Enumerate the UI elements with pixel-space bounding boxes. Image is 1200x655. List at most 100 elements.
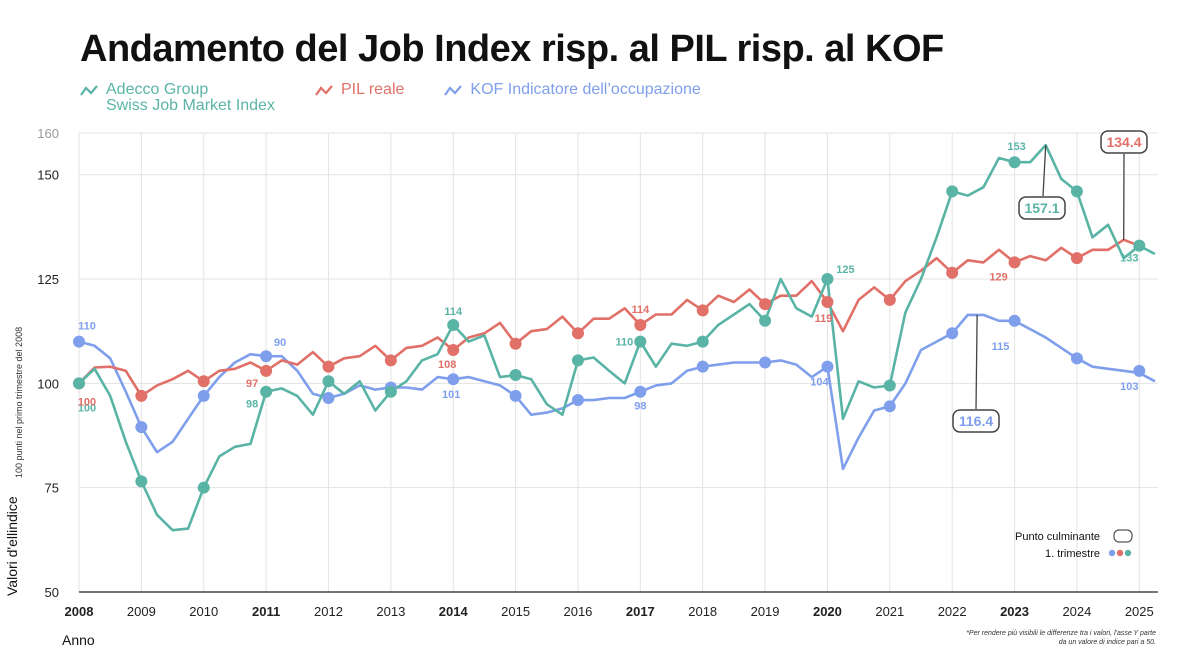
series-line (78, 143, 1156, 532)
series-marker (447, 318, 460, 331)
x-tick-label: 2022 (938, 604, 967, 619)
x-tick-label: 2023 (1000, 604, 1029, 619)
series-marker (821, 295, 834, 308)
x-tick-label: 2024 (1062, 604, 1091, 619)
series-marker (696, 304, 709, 317)
x-tick-label: 2015 (501, 604, 530, 619)
y-tick-label: 100 (37, 376, 59, 391)
callout-box (1018, 196, 1066, 220)
legend-item-pil: PIL reale (315, 82, 404, 114)
y-tick-label: 150 (37, 168, 59, 183)
y-tick-label: 50 (45, 585, 59, 600)
series-marker (634, 385, 647, 398)
series-marker (946, 185, 959, 198)
series-marker (135, 389, 148, 402)
series-marker (1008, 256, 1021, 269)
x-tick-label: 2016 (563, 604, 592, 619)
series-marker (883, 379, 896, 392)
series-marker (1070, 185, 1083, 198)
series-marker (946, 266, 959, 279)
x-tick-label: 2011 (252, 604, 280, 619)
data-label: 97 (246, 378, 258, 390)
series-marker (821, 273, 834, 286)
chart-title: Andamento del Job Index risp. al PIL ris… (80, 28, 944, 70)
x-tick-label: 2025 (1125, 604, 1154, 619)
legend-label: PIL reale (340, 81, 405, 98)
data-label: 101 (442, 389, 460, 401)
series-marker (197, 481, 210, 494)
data-label: 100 (78, 396, 96, 408)
series-marker (883, 400, 896, 413)
legend-label-line-2: Swiss Job Market Index (106, 97, 275, 114)
x-tick-label: 2013 (376, 604, 405, 619)
series-marker (1133, 239, 1146, 252)
data-label: 100 (78, 402, 96, 414)
data-label: 108 (438, 359, 456, 371)
data-label: 98 (634, 401, 646, 413)
series-marker (509, 389, 522, 402)
series-marker (883, 293, 896, 306)
series-marker (73, 335, 85, 348)
callout-box (952, 409, 1000, 433)
key-peak-swatch (1113, 529, 1133, 543)
key-quarter-dot (1108, 549, 1116, 557)
x-tick-label: 2010 (189, 604, 218, 619)
series-marker (1070, 252, 1083, 265)
series-marker (571, 354, 584, 367)
series-marker (197, 389, 210, 402)
x-tick-label: 2009 (127, 604, 156, 619)
data-label: 90 (274, 337, 286, 349)
y-tick-label: 125 (37, 272, 59, 287)
series-marker (260, 385, 273, 398)
y-tick-label: 75 (45, 481, 59, 496)
x-axis-label: Anno (62, 632, 95, 648)
series-marker (322, 391, 335, 404)
legend-item-kof: KOF Indicatore dell’occupazione (444, 82, 701, 114)
legend-label-line-1: Adecco Group (106, 81, 209, 98)
series-marker (1008, 314, 1021, 327)
data-label: 103 (1120, 381, 1138, 393)
x-tick-label: 2019 (751, 604, 780, 619)
series-marker (696, 335, 709, 348)
series-marker (634, 318, 647, 331)
x-tick-label: 2020 (813, 604, 842, 619)
series-marker (1008, 156, 1021, 169)
series-line (78, 238, 1140, 398)
series-marker (759, 298, 772, 311)
x-tick-label: 2021 (875, 604, 904, 619)
x-tick-label: 2018 (688, 604, 717, 619)
series-marker (634, 335, 647, 348)
series-marker (696, 360, 709, 373)
series-marker (135, 475, 148, 488)
legend-item-job-index: Adecco Group Swiss Job Market Index (80, 82, 275, 114)
key-peak-label: Punto culminante (1015, 531, 1100, 543)
series-marker (759, 356, 772, 369)
series-marker (447, 343, 460, 356)
series-marker (447, 373, 460, 386)
series-marker (571, 327, 584, 340)
callout-leader (1042, 145, 1047, 197)
callout-leader (975, 314, 978, 410)
data-label: 98 (246, 399, 258, 411)
legend: Adecco Group Swiss Job Market Index PIL … (80, 82, 701, 114)
y-axis-label: Valori d'ellindice (4, 496, 20, 596)
callout-box (1100, 130, 1148, 154)
data-label: 119 (815, 313, 833, 325)
data-label: 104 (810, 377, 829, 389)
y-axis-note: 100 punti nel primo trimestre del 2008 (14, 326, 24, 478)
key-quarter-dot (1116, 549, 1124, 557)
data-label: 114 (631, 304, 650, 316)
series-marker (260, 350, 273, 363)
data-label: 110 (615, 337, 633, 349)
data-label: 129 (989, 271, 1007, 283)
data-label: 115 (992, 341, 1010, 353)
x-tick-label: 2008 (65, 604, 94, 619)
callout-value: 116.4 (959, 413, 993, 429)
x-tick-label: 2012 (314, 604, 343, 619)
series-marker (946, 327, 959, 340)
data-label: 125 (836, 264, 854, 276)
footnote: *Per rendere più visibili le differenze … (966, 630, 1156, 646)
x-tick-label: 2017 (626, 604, 655, 619)
data-label: 153 (1007, 141, 1025, 153)
